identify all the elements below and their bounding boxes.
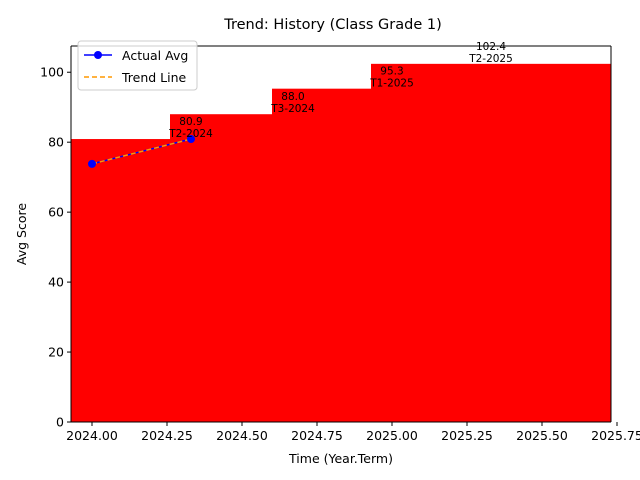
legend-label-trend-line: Trend Line [121,70,187,85]
x-axis-label: Time (Year.Term) [288,451,393,466]
x-tick-label-3: 2024.50 [216,428,268,443]
y-axis-ticks: 0 20 40 60 80 100 [40,65,71,430]
data-label-term-1: T2-2024 [168,128,213,140]
y-tick-label-4: 60 [48,205,64,220]
series-point-actual-avg-2 [187,135,195,144]
series-point-actual-avg-1 [88,159,96,168]
legend: Actual Avg Trend Line [77,40,198,91]
bar-4 [371,63,611,423]
x-tick-label-1: 2024.00 [66,428,118,443]
data-label-value-1: 80.9 [179,116,202,128]
bars-group [71,63,611,423]
y-tick-label-5: 80 [48,135,64,150]
data-labels-group: 80.9T2-2024 88.0T3-2024 95.3T1-2025 102.4T2… [168,41,513,140]
legend-marker-actual-avg [94,51,102,59]
legend-label-actual-avg: Actual Avg [122,48,188,63]
x-tick-label-4: 2024.75 [291,428,343,443]
data-label-value-4: 102.4 [476,41,506,53]
x-tick-label-6: 2025.25 [441,428,493,443]
x-tick-label-2: 2024.25 [141,428,193,443]
y-tick-label-3: 40 [48,275,64,290]
y-tick-label-1: 0 [56,415,64,430]
x-tick-label-5: 2025.00 [366,428,418,443]
data-label-term-2: T3-2024 [270,103,315,115]
chart-title: Trend: History (Class Grade 1) [223,17,442,33]
legend-frame [77,40,198,91]
data-label-term-3: T1-2025 [369,78,414,90]
data-label-value-2: 88.0 [281,91,304,103]
y-tick-label-6: 100 [40,65,64,80]
x-tick-label-8: 2025.75 [591,428,640,443]
y-axis-label: Avg Score [14,203,29,265]
axes-frame [70,45,612,423]
x-tick-label-7: 2025.50 [516,428,568,443]
x-axis-ticks: 2024.00 2024.25 2024.50 2024.75 2025.00 2025.… [66,422,640,443]
data-label-term-4: T2-2025 [468,53,513,65]
series-group [88,135,195,168]
y-tick-label-2: 20 [48,345,64,360]
series-line-trend-line [91,138,192,165]
data-label-value-3: 95.3 [380,66,403,78]
